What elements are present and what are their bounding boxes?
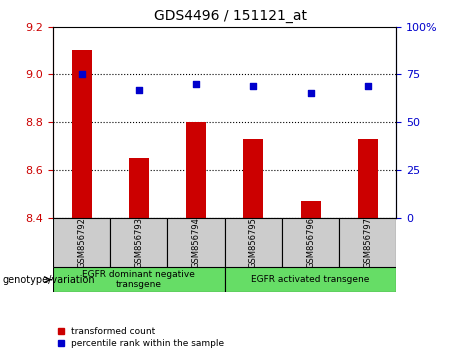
Bar bbox=[129, 158, 149, 218]
Point bbox=[307, 91, 314, 96]
Text: EGFR dominant negative
transgene: EGFR dominant negative transgene bbox=[83, 270, 195, 289]
Bar bbox=[358, 139, 378, 218]
Bar bbox=[71, 51, 92, 218]
Text: GSM856794: GSM856794 bbox=[192, 217, 201, 268]
Text: EGFR activated transgene: EGFR activated transgene bbox=[251, 275, 370, 284]
Text: GSM856797: GSM856797 bbox=[363, 217, 372, 268]
Text: GSM856792: GSM856792 bbox=[77, 217, 86, 268]
Bar bbox=[53, 218, 110, 267]
Point bbox=[192, 81, 200, 87]
Legend: transformed count, percentile rank within the sample: transformed count, percentile rank withi… bbox=[58, 327, 224, 348]
Point bbox=[135, 87, 142, 92]
Bar bbox=[225, 218, 282, 267]
Bar bbox=[53, 267, 225, 292]
Bar bbox=[225, 267, 396, 292]
Text: GSM856796: GSM856796 bbox=[306, 217, 315, 268]
Text: genotype/variation: genotype/variation bbox=[2, 275, 95, 285]
Bar bbox=[282, 218, 339, 267]
Text: GSM856795: GSM856795 bbox=[249, 217, 258, 268]
Point bbox=[364, 83, 372, 88]
Text: GSM856793: GSM856793 bbox=[134, 217, 143, 268]
Point bbox=[250, 83, 257, 88]
Bar bbox=[186, 122, 206, 218]
Bar bbox=[110, 218, 167, 267]
Bar bbox=[301, 201, 320, 218]
Text: GDS4496 / 151121_at: GDS4496 / 151121_at bbox=[154, 9, 307, 23]
Bar bbox=[339, 218, 396, 267]
Bar bbox=[167, 218, 225, 267]
Bar bbox=[243, 139, 263, 218]
Point bbox=[78, 72, 85, 77]
